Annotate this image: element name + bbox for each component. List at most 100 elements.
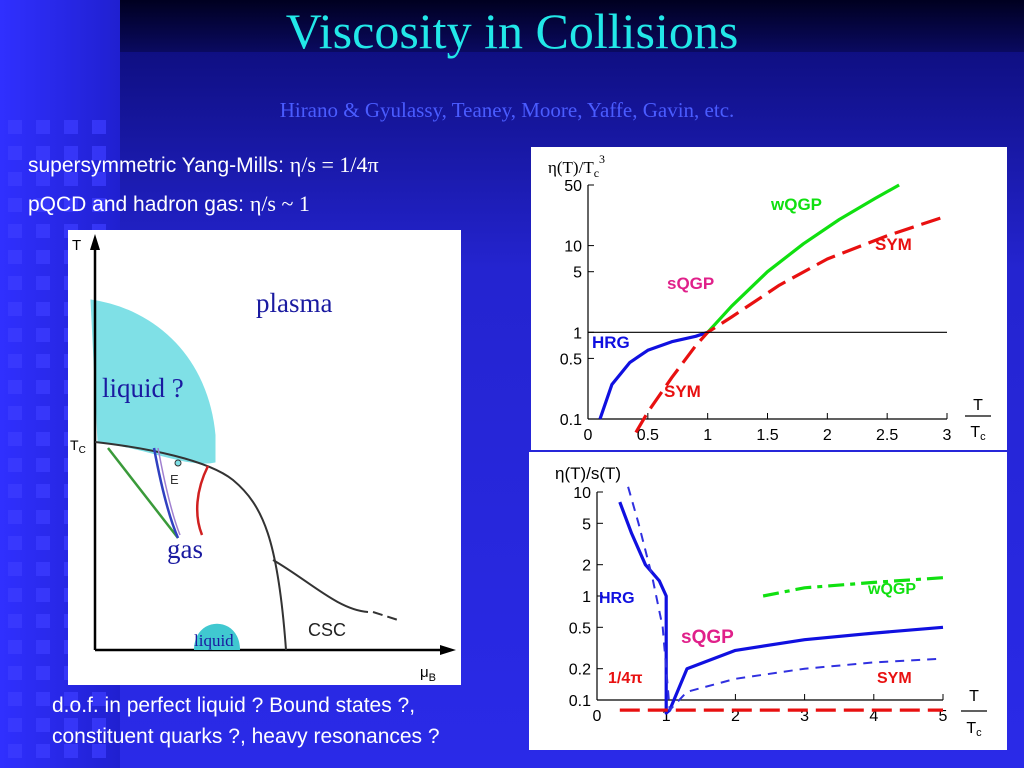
csc-boundary-dash xyxy=(372,611,399,621)
top-ytick-label: 0.5 xyxy=(560,351,582,368)
bg-square xyxy=(8,120,22,134)
liquid-q-label: liquid ? xyxy=(102,373,184,403)
bg-square xyxy=(64,120,78,134)
bot-label-wqgp: wQGP xyxy=(867,581,916,598)
bullet-pqcd-math: η/s ~ 1 xyxy=(249,191,310,216)
bot-series-wqgp xyxy=(762,576,944,598)
bg-square xyxy=(8,380,22,394)
bullet-sym: supersymmetric Yang-Mills: η/s = 1/4π xyxy=(28,152,379,178)
top-label-wqgp: wQGP xyxy=(770,195,822,214)
bg-square xyxy=(36,224,50,238)
caption: d.o.f. in perfect liquid ? Bound states … xyxy=(52,690,440,752)
top-ytick-label: 1 xyxy=(573,325,582,342)
transition-line xyxy=(94,441,287,651)
bg-square xyxy=(36,562,50,576)
bg-square xyxy=(8,172,22,186)
bg-square xyxy=(92,744,106,758)
gas-label: gas xyxy=(167,534,203,564)
violet-line xyxy=(157,447,181,536)
bg-square xyxy=(36,536,50,550)
top-ytick-label: 10 xyxy=(564,239,582,256)
bg-square xyxy=(8,432,22,446)
bg-square xyxy=(36,198,50,212)
bot-ytick-label: 0.5 xyxy=(569,620,591,637)
green-line xyxy=(107,447,179,539)
top-ytick-label: 0.1 xyxy=(560,412,582,429)
bot-ytick-label: 5 xyxy=(582,516,591,533)
y-axis-label: T xyxy=(72,237,81,254)
top-chart-panel: η(T)/Tc3 0.1 0.5 1 5 10 50 0 0.5 1 1.5 2 2.5 3 T Tc… xyxy=(531,147,1007,450)
bg-square xyxy=(8,614,22,628)
bot-label-sym: SYM xyxy=(877,670,912,687)
bot-xtick-label: 4 xyxy=(869,708,878,725)
top-chart-ylabel: η(T)/Tc3 xyxy=(548,152,605,180)
bg-square xyxy=(8,588,22,602)
bg-square xyxy=(8,484,22,498)
top-xtick-label: 0.5 xyxy=(637,427,659,444)
bg-square xyxy=(64,172,78,186)
top-xtick-label: 0 xyxy=(584,427,593,444)
bot-xtick-label: 1 xyxy=(662,708,671,725)
bg-square xyxy=(36,588,50,602)
bg-square xyxy=(8,718,22,732)
bot-ytick-label: 1 xyxy=(582,589,591,606)
liquid-region xyxy=(194,623,240,650)
bg-square xyxy=(8,536,22,550)
bot-xlabel-den: Tc xyxy=(966,720,982,739)
plasma-label: plasma xyxy=(256,288,332,318)
bot-label-hrg: HRG xyxy=(599,590,635,607)
bg-square xyxy=(36,666,50,680)
bg-square xyxy=(8,302,22,316)
bg-square xyxy=(36,432,50,446)
bottom-chart: η(T)/s(T) 0.1 0.2 0.5 1 2 5 10 0 1 2 3 4 5 T Tc HRG… xyxy=(555,464,987,739)
bg-square xyxy=(64,692,78,706)
csc-label: CSC xyxy=(308,620,346,640)
bg-square xyxy=(8,328,22,342)
top-ytick-label: 5 xyxy=(573,265,582,282)
bg-square xyxy=(36,692,50,706)
blue-line xyxy=(152,447,180,539)
caption-line-1: d.o.f. in perfect liquid ? Bound states … xyxy=(52,694,416,717)
bg-square xyxy=(8,276,22,290)
top-xtick-label: 1.5 xyxy=(756,427,778,444)
bg-square xyxy=(36,510,50,524)
bg-square xyxy=(8,666,22,680)
bg-square xyxy=(92,146,106,160)
bg-square xyxy=(92,718,106,732)
bullet-sym-label: supersymmetric Yang-Mills: xyxy=(28,154,284,177)
bg-square xyxy=(8,146,22,160)
bg-square xyxy=(64,198,78,212)
top-xtick-label: 1 xyxy=(703,427,712,444)
bg-square xyxy=(36,120,50,134)
top-series-sym xyxy=(634,214,948,434)
bg-square xyxy=(8,692,22,706)
bg-square xyxy=(36,354,50,368)
top-xtick-label: 2 xyxy=(823,427,832,444)
top-label-sqgp: sQGP xyxy=(667,274,714,293)
bot-xlabel-num: T xyxy=(969,688,979,705)
bot-label-sqgp: sQGP xyxy=(681,627,734,648)
red-line xyxy=(196,465,210,536)
bottom-chart-ylabel: η(T)/s(T) xyxy=(555,464,621,483)
bg-square xyxy=(36,328,50,342)
top-ytick-label: 50 xyxy=(564,178,582,195)
top-series-wqgp xyxy=(706,183,900,334)
bot-label-quarter-pi: 1/4π xyxy=(608,670,643,687)
bg-square xyxy=(36,614,50,628)
tc-label: TC xyxy=(70,437,86,456)
top-label-sym-lower: SYM xyxy=(664,382,701,401)
top-chart-xlabel: T Tc xyxy=(965,397,991,443)
bg-square xyxy=(64,744,78,758)
x-axis-label: μB xyxy=(420,664,436,684)
bullet-sym-math: η/s = 1/4π xyxy=(289,152,379,177)
bg-square xyxy=(8,640,22,654)
bg-square xyxy=(36,458,50,472)
bullet-pqcd-label: pQCD and hadron gas: xyxy=(28,193,244,216)
bg-square xyxy=(36,380,50,394)
bg-square xyxy=(36,744,50,758)
bot-xtick-label: 2 xyxy=(731,708,740,725)
bg-square xyxy=(8,562,22,576)
slide-subtitle: Hirano & Gyulassy, Teaney, Moore, Yaffe,… xyxy=(279,98,735,122)
bg-square xyxy=(8,744,22,758)
top-label-sym-upper: SYM xyxy=(875,235,912,254)
